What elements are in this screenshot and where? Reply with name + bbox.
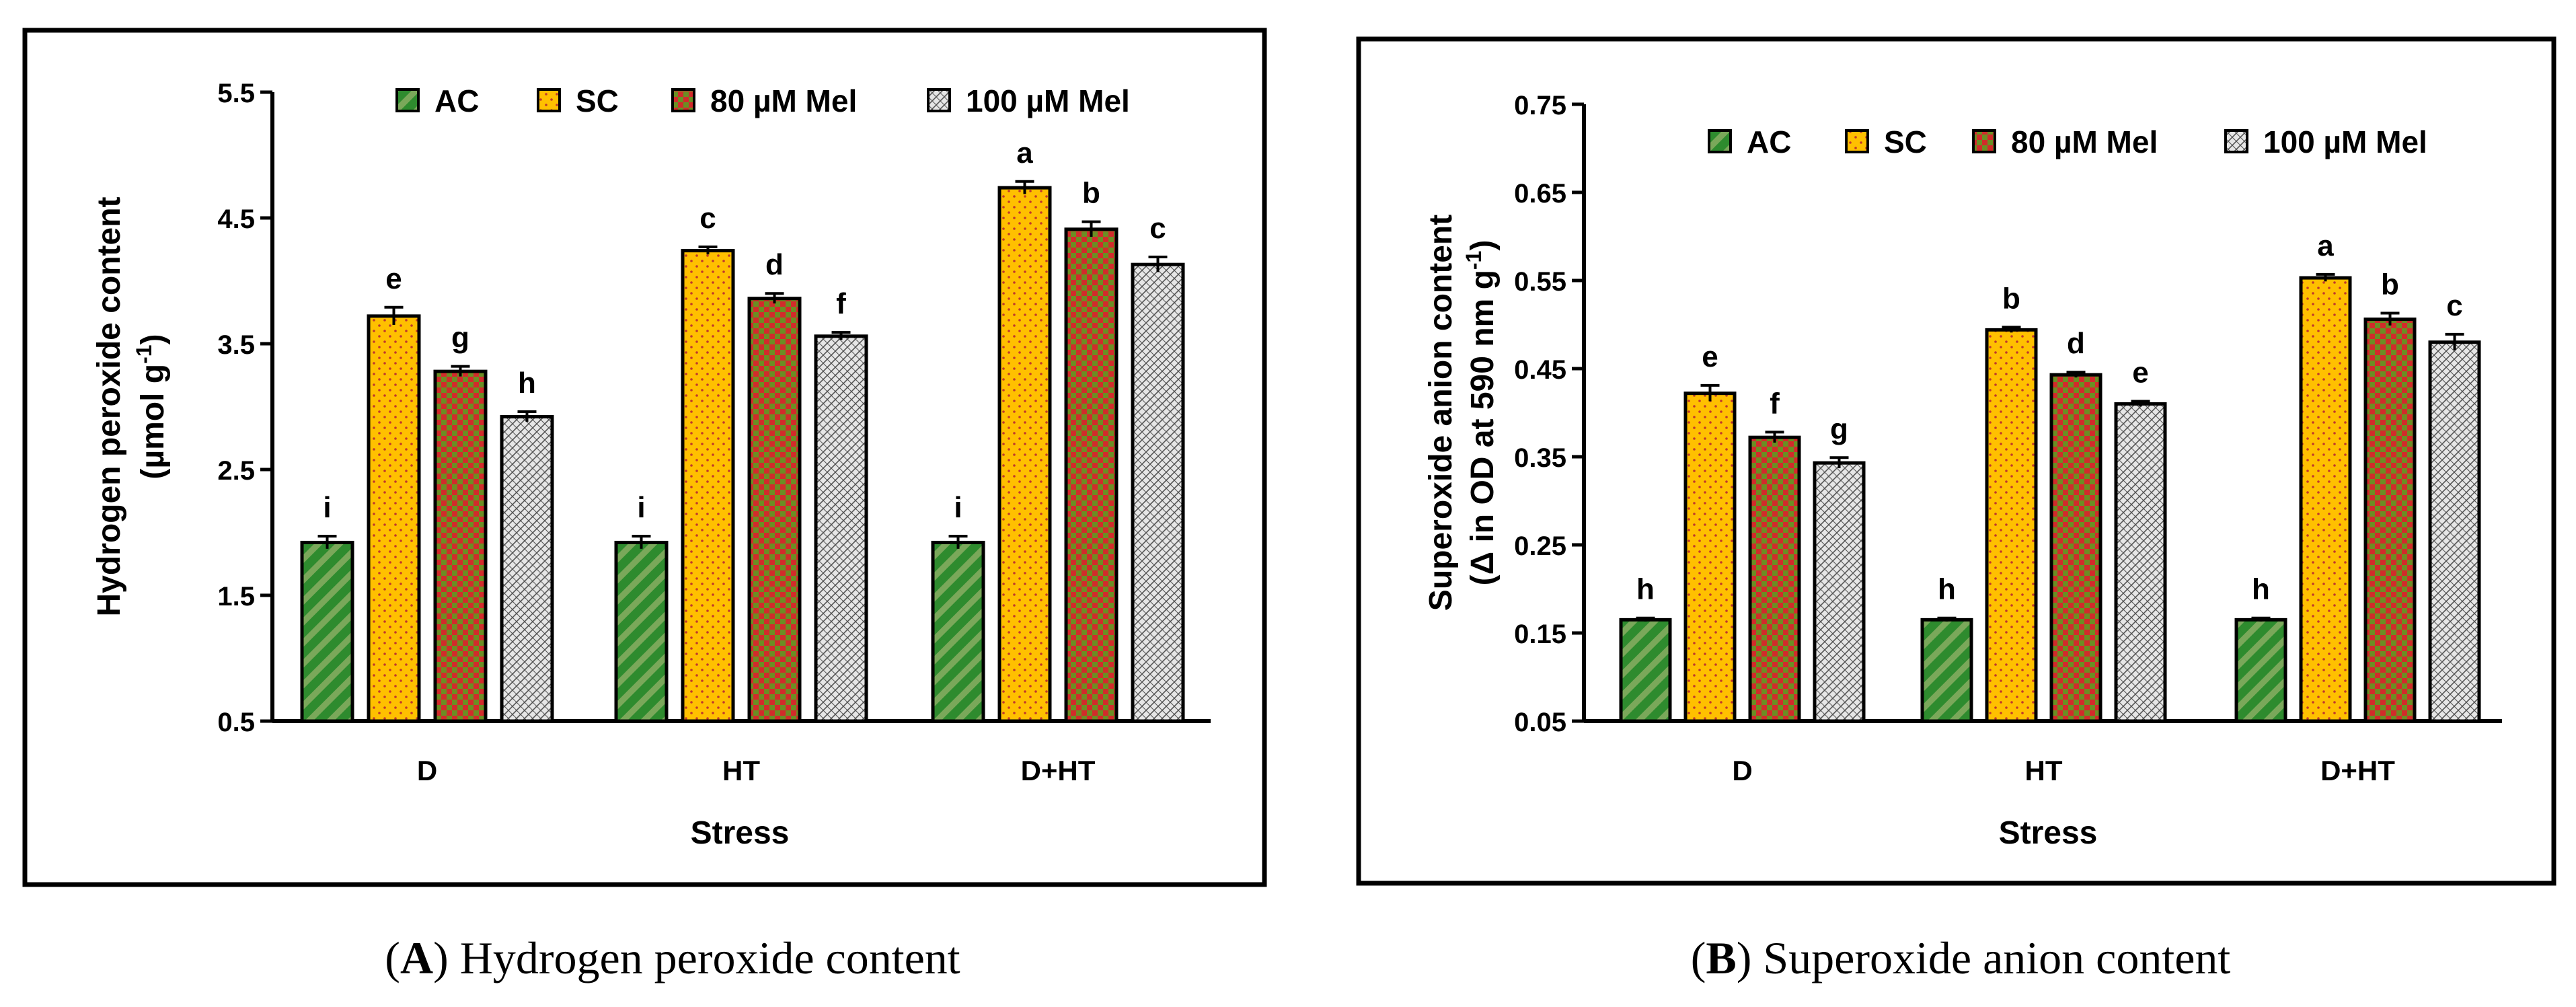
significance-letter: h	[1636, 573, 1655, 606]
legend-swatch-80-m-mel	[671, 88, 695, 112]
bar-80-m-mel-d	[433, 369, 488, 723]
y-axis-label: Hydrogen peroxide content	[91, 196, 127, 616]
bar-sc-d	[367, 314, 421, 723]
chart-panel-b: 0.05 0.15 0.25 0.35 0.45 0.55 0.65 0.75 h e f g Dh b d…	[1356, 36, 2556, 983]
x-axis-label: Stress	[691, 815, 790, 851]
bar-sc-ht	[681, 249, 735, 723]
panel-frame	[1356, 36, 2556, 886]
figure-caption: (A) Hydrogen peroxide content	[385, 932, 960, 983]
significance-letter: i	[637, 491, 645, 524]
significance-letter: g	[1830, 412, 1848, 445]
bar-100-m-mel-d	[1813, 461, 1866, 723]
legend-swatch-ac	[1708, 129, 1732, 153]
legend-label-80-m-mel: 80 µM Mel	[2011, 124, 2158, 159]
y-tick-label: 0.45	[1514, 355, 1566, 385]
bar-ac-d	[1619, 618, 1672, 723]
y-axis-label: Superoxide anion content	[1423, 215, 1459, 611]
y-tick-label: 2.5	[217, 456, 255, 486]
y-tick-label: 0.75	[1514, 91, 1566, 120]
legend-label-100-m-mel: 100 µM Mel	[966, 83, 1130, 118]
legend-label-sc: SC	[576, 83, 619, 118]
legend-label-100-m-mel: 100 µM Mel	[2263, 124, 2427, 159]
significance-letter: h	[518, 367, 536, 400]
legend-swatch-sc	[537, 88, 561, 112]
significance-letter: b	[2002, 282, 2020, 315]
y-tick-label: 1.5	[217, 582, 255, 611]
x-tick-label: D	[1732, 755, 1752, 786]
bar-100-m-mel-ht	[814, 334, 868, 723]
significance-letter: b	[1082, 177, 1100, 210]
y-tick-label: 0.5	[217, 708, 255, 737]
panel-frame	[22, 28, 1267, 887]
significance-letter: f	[1770, 387, 1780, 420]
significance-letter: i	[954, 491, 962, 524]
legend-swatch-100-m-mel	[927, 88, 951, 112]
significance-letter: i	[323, 491, 331, 524]
y-axis-unit-label: (Δ in OD at 590 nm g-1)	[1462, 240, 1501, 586]
y-tick-label: 4.5	[217, 204, 255, 234]
significance-letter: d	[765, 248, 784, 281]
y-tick-label: 0.15	[1514, 620, 1566, 649]
legend-swatch-sc	[1845, 129, 1869, 153]
significance-letter: g	[451, 322, 469, 355]
bar-sc-d-ht	[2299, 276, 2352, 723]
y-tick-label: 3.5	[217, 330, 255, 360]
y-tick-label: 0.05	[1514, 708, 1566, 737]
significance-letter: h	[1938, 573, 1956, 606]
x-tick-label: D+HT	[1021, 755, 1096, 786]
significance-letter: c	[1149, 212, 1166, 245]
bar-80-m-mel-ht	[2049, 373, 2103, 723]
legend-swatch-100-m-mel	[2224, 129, 2248, 153]
figure-caption: (B) Superoxide anion content	[1691, 932, 2231, 983]
bar-100-m-mel-d-ht	[2428, 340, 2481, 723]
bar-ac-d-ht	[2234, 618, 2287, 723]
x-tick-label: D+HT	[2320, 755, 2395, 786]
significance-letter: c	[2446, 289, 2462, 322]
x-tick-label: D	[417, 755, 437, 786]
bar-100-m-mel-ht	[2114, 402, 2167, 723]
bar-80-m-mel-d-ht	[2363, 318, 2417, 723]
bar-ac-d	[300, 540, 354, 723]
bar-80-m-mel-d-ht	[1064, 227, 1119, 723]
significance-letter: e	[1702, 340, 1718, 373]
legend-swatch-ac	[395, 88, 420, 112]
bar-sc-d-ht	[997, 186, 1052, 723]
bar-ac-ht	[614, 540, 669, 723]
x-tick-label: HT	[2025, 755, 2063, 786]
significance-letter: f	[836, 287, 846, 320]
significance-letter: e	[2132, 356, 2148, 389]
y-tick-label: 0.65	[1514, 179, 1566, 209]
significance-letter: b	[2381, 268, 2399, 301]
significance-letter: a	[1016, 137, 1033, 170]
x-tick-label: HT	[722, 755, 760, 786]
chart-panel-a: 0.5 1.5 2.5 3.5 4.5 5.5 i e g h Di c d f HT i a b c D+HT Str…	[22, 28, 1267, 983]
y-tick-label: 0.55	[1514, 267, 1566, 297]
bar-sc-d	[1683, 391, 1737, 723]
bar-sc-ht	[1985, 328, 2038, 723]
x-axis-label: Stress	[1999, 815, 2098, 851]
legend-label-sc: SC	[1884, 124, 1927, 159]
legend-swatch-80-m-mel	[1972, 129, 1996, 153]
bar-ac-d-ht	[931, 540, 985, 723]
significance-letter: d	[2067, 327, 2085, 360]
legend-label-ac: AC	[434, 83, 479, 118]
legend-label-ac: AC	[1747, 124, 1791, 159]
legend-label-80-m-mel: 80 µM Mel	[710, 83, 857, 118]
y-tick-label: 0.35	[1514, 443, 1566, 473]
y-axis-unit-label: (µmol g-1)	[132, 334, 171, 479]
bar-100-m-mel-d-ht	[1131, 262, 1185, 723]
bar-80-m-mel-ht	[747, 297, 802, 723]
bar-80-m-mel-d	[1748, 435, 1801, 723]
significance-letter: h	[2252, 573, 2270, 606]
y-tick-label: 0.25	[1514, 531, 1566, 561]
bar-ac-ht	[1920, 618, 1973, 723]
bar-100-m-mel-d	[500, 414, 554, 723]
significance-letter: c	[699, 202, 716, 235]
significance-letter: e	[385, 262, 402, 295]
significance-letter: a	[2317, 229, 2334, 262]
y-tick-label: 5.5	[217, 79, 255, 108]
